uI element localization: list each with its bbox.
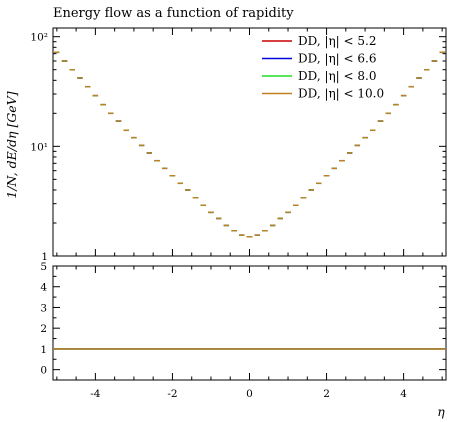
series-0 <box>54 51 445 238</box>
y-tick-label: 10¹ <box>30 141 48 153</box>
legend-label: DD, |η| < 8.0 <box>298 69 377 83</box>
x-tick-label: 0 <box>246 388 253 400</box>
ratio-plot-frame <box>52 265 447 381</box>
ratio-axis-ticks: -4 -2 0 2 4 0 1 2 3 4 5 <box>40 261 446 400</box>
series-lines <box>54 51 445 238</box>
main-axis-ticks: 1 10¹ 10² <box>30 28 446 263</box>
main-plot-border <box>52 27 447 257</box>
y-axis-label: 1/N, dE/dη [GeV] <box>4 91 19 198</box>
ratio-y-tick-label: 5 <box>40 261 47 273</box>
x-tick-label: -4 <box>90 388 101 400</box>
x-tick-label: -2 <box>167 388 177 400</box>
main-plot-frame <box>52 27 447 257</box>
ratio-plot-border <box>52 265 447 381</box>
series-1 <box>54 51 445 238</box>
ratio-y-tick-label: 0 <box>40 365 47 377</box>
chart-title: Energy flow as a function of rapidity <box>53 6 294 21</box>
y-tick-label: 10² <box>30 32 48 44</box>
legend-label: DD, |η| < 5.2 <box>298 34 377 48</box>
legend: DD, |η| < 5.2 DD, |η| < 6.6 DD, |η| < 8.0 D… <box>262 34 384 101</box>
ratio-y-tick-label: 3 <box>40 302 47 314</box>
ratio-y-tick-label: 4 <box>40 282 47 294</box>
x-axis-label: η <box>437 404 445 419</box>
series-3 <box>54 51 445 238</box>
legend-label: DD, |η| < 10.0 <box>298 87 384 101</box>
ratio-y-tick-label: 1 <box>40 344 47 356</box>
y-tick-label: 1 <box>41 251 48 263</box>
x-tick-label: 4 <box>400 388 407 400</box>
ratio-y-tick-label: 2 <box>40 323 47 335</box>
x-tick-label: 2 <box>323 388 330 400</box>
legend-label: DD, |η| < 6.6 <box>298 52 377 66</box>
series-2 <box>54 51 445 238</box>
